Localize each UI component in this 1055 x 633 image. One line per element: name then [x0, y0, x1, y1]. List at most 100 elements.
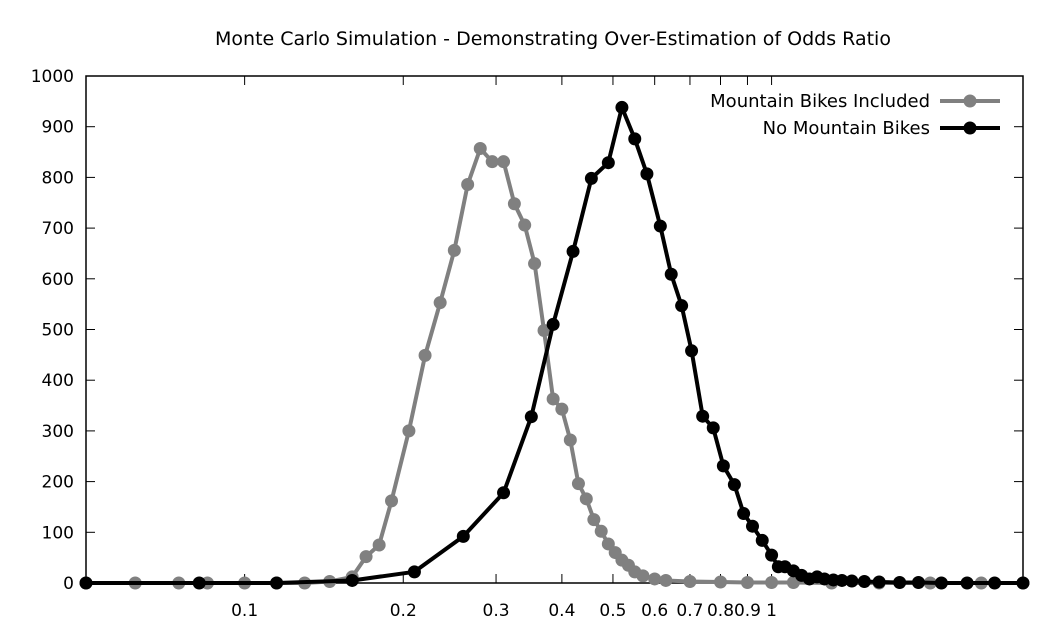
- data-point: [79, 576, 93, 590]
- y-tick-label: 900: [42, 118, 74, 138]
- data-point: [571, 477, 585, 491]
- data-point: [675, 299, 689, 313]
- data-point: [546, 392, 560, 406]
- data-point: [1016, 576, 1030, 590]
- data-point: [857, 574, 871, 588]
- data-point: [594, 524, 608, 538]
- data-point: [911, 575, 925, 589]
- data-point: [518, 218, 532, 232]
- x-tick-label: 1: [766, 601, 777, 621]
- data-point: [385, 494, 399, 508]
- series-1: [79, 142, 1030, 590]
- data-point: [447, 243, 461, 257]
- legend-swatch-marker: [963, 94, 977, 108]
- data-point: [636, 569, 650, 583]
- data-point: [579, 492, 593, 506]
- data-point: [461, 177, 475, 191]
- data-point: [740, 575, 754, 589]
- data-point: [528, 257, 542, 271]
- series-line: [86, 146, 1023, 585]
- data-point: [727, 478, 741, 492]
- data-point: [407, 565, 421, 579]
- data-point: [546, 317, 560, 331]
- data-point: [745, 519, 759, 533]
- data-point: [485, 155, 499, 169]
- data-point: [706, 421, 720, 435]
- data-point: [893, 575, 907, 589]
- data-point: [524, 410, 538, 424]
- x-tick-label: 0.7: [676, 601, 703, 621]
- data-point: [872, 575, 886, 589]
- y-tick-label: 1000: [31, 67, 74, 87]
- series-2: [79, 100, 1030, 590]
- data-point: [497, 155, 511, 169]
- y-tick-label: 600: [42, 270, 74, 290]
- data-point: [683, 574, 697, 588]
- data-point: [664, 267, 678, 281]
- data-point: [418, 348, 432, 362]
- data-point: [359, 550, 373, 564]
- data-point: [659, 573, 673, 587]
- data-point: [566, 244, 580, 258]
- y-tick-label: 800: [42, 168, 74, 188]
- data-point: [653, 219, 667, 233]
- data-point: [473, 142, 487, 156]
- y-tick-label: 100: [42, 523, 74, 543]
- data-point: [934, 576, 948, 590]
- data-point: [456, 529, 470, 543]
- data-point: [737, 507, 751, 521]
- series-line: [86, 105, 1023, 585]
- data-point: [765, 548, 779, 562]
- data-point: [584, 171, 598, 185]
- data-point: [563, 433, 577, 447]
- data-point: [345, 573, 359, 587]
- data-point: [507, 197, 521, 211]
- data-point: [270, 576, 284, 590]
- data-point: [960, 576, 974, 590]
- x-tick-label: 0.3: [483, 601, 510, 621]
- y-tick-label: 0: [63, 574, 74, 594]
- legend-label: Mountain Bikes Included: [710, 91, 930, 112]
- data-point: [615, 100, 629, 114]
- data-point: [402, 424, 416, 438]
- data-point: [497, 486, 511, 500]
- legend: Mountain Bikes Included No Mountain Bikes: [710, 91, 1000, 139]
- x-tick-label: 0.5: [599, 601, 626, 621]
- data-point: [640, 167, 654, 181]
- data-point: [845, 574, 859, 588]
- x-tick-label: 0.8: [707, 601, 734, 621]
- data-point: [755, 533, 769, 547]
- chart-title: Monte Carlo Simulation - Demonstrating O…: [215, 28, 891, 50]
- data-point: [433, 296, 447, 310]
- x-tick-label: 0.9: [734, 601, 761, 621]
- data-point: [716, 459, 730, 473]
- data-point: [601, 156, 615, 170]
- y-tick-label: 300: [42, 422, 74, 442]
- data-point: [628, 132, 642, 146]
- data-point: [696, 409, 710, 423]
- data-point: [372, 538, 386, 552]
- data-point: [988, 576, 1002, 590]
- y-tick-label: 500: [42, 321, 74, 341]
- x-tick-label: 0.6: [641, 601, 668, 621]
- data-point: [714, 575, 728, 589]
- data-point: [835, 573, 849, 587]
- data-point: [765, 575, 779, 589]
- data-point: [685, 344, 699, 358]
- data-point: [555, 402, 569, 416]
- x-tick-label: 0.2: [390, 601, 417, 621]
- y-tick-label: 700: [42, 219, 74, 239]
- data-point: [648, 572, 662, 586]
- data-point: [587, 513, 601, 527]
- series-layer: [79, 100, 1030, 590]
- y-axis: 0 100 200 300 400 500 600 700 800 900 1000: [31, 67, 1023, 594]
- x-axis: 0.1 0.2 0.3 0.4 0.5 0.6 0.7 0.8 0.9 1: [231, 76, 777, 621]
- legend-label: No Mountain Bikes: [763, 118, 930, 139]
- legend-swatch-marker: [963, 121, 977, 135]
- x-tick-label: 0.1: [231, 601, 258, 621]
- y-tick-label: 200: [42, 473, 74, 493]
- y-tick-label: 400: [42, 371, 74, 391]
- data-point: [192, 576, 206, 590]
- x-tick-label: 0.4: [548, 601, 575, 621]
